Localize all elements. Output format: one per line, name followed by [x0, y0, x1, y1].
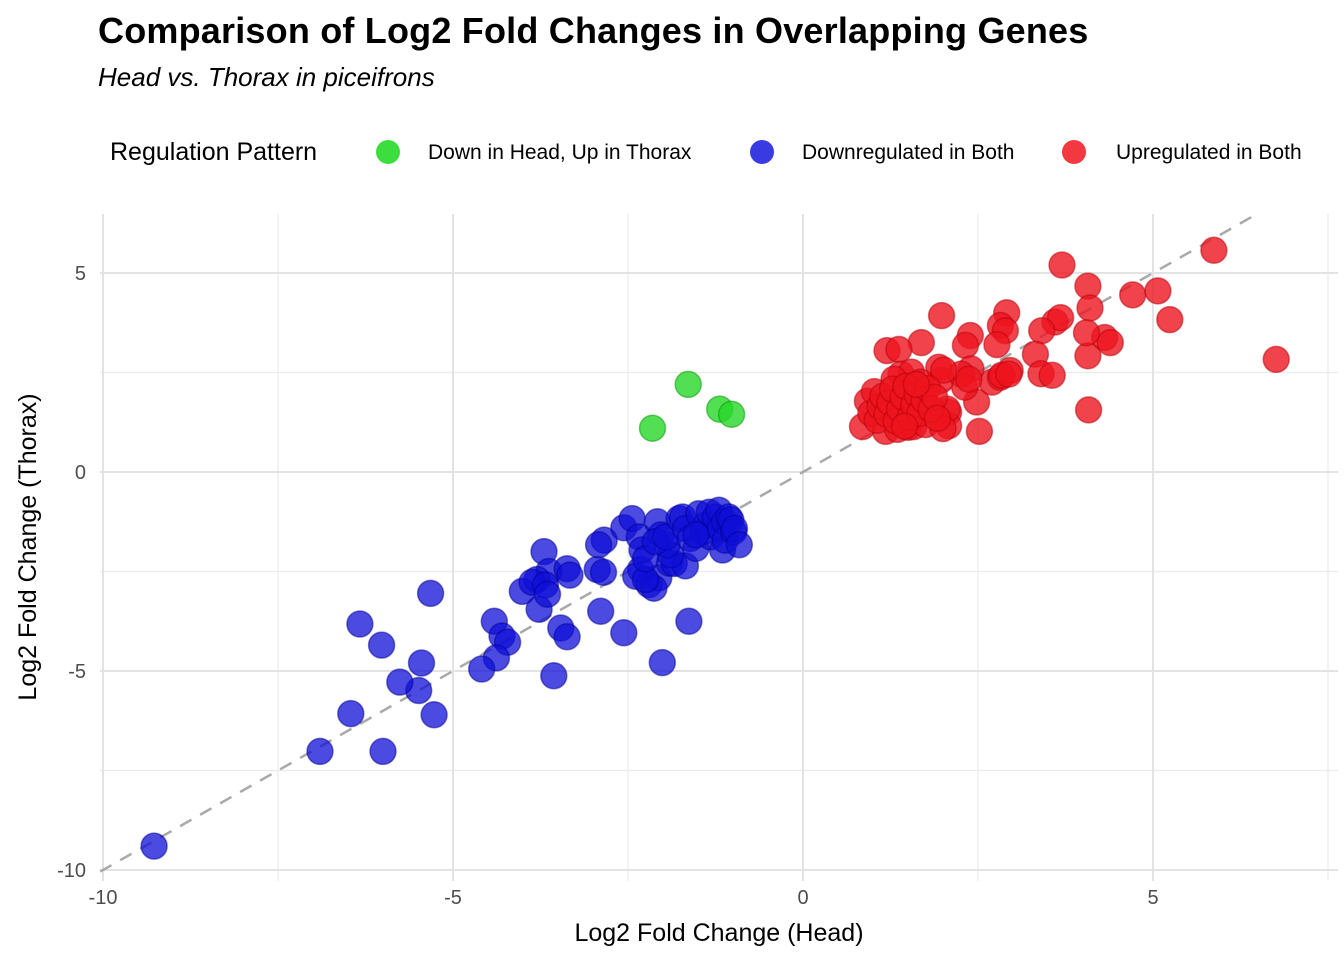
legend-title: Regulation Pattern — [110, 138, 318, 166]
data-point-series-2 — [1144, 277, 1172, 305]
data-point-series-1 — [682, 521, 710, 549]
data-point-series-0 — [717, 400, 746, 429]
legend-dot-blue — [750, 140, 774, 164]
data-point-series-1 — [306, 737, 334, 766]
data-point-series-2 — [923, 404, 952, 433]
y-tick-label: -10 — [57, 860, 86, 882]
y-tick-label: 0 — [75, 462, 86, 484]
data-point-series-1 — [337, 699, 365, 728]
data-point-series-1 — [675, 607, 703, 636]
data-point-series-1 — [648, 648, 677, 677]
data-point-series-2 — [1038, 361, 1066, 390]
data-point-series-1 — [369, 737, 397, 766]
y-tick-label: 5 — [75, 263, 86, 285]
data-point-series-1 — [346, 610, 374, 638]
data-point-series-2 — [927, 301, 956, 330]
data-point-series-2 — [929, 356, 958, 384]
data-point-series-1 — [553, 623, 581, 651]
data-point-series-2 — [1074, 396, 1103, 424]
data-point-series-1 — [407, 649, 436, 677]
legend-label-down-both: Downregulated in Both — [802, 141, 1015, 164]
y-tick-label: -5 — [68, 661, 86, 683]
legend: Regulation Pattern Down in Head, Up in T… — [0, 134, 1344, 174]
data-point-series-0 — [674, 370, 702, 399]
data-point-series-1 — [467, 655, 496, 683]
data-point-series-2 — [951, 331, 980, 360]
data-point-series-2 — [1076, 294, 1104, 322]
data-point-series-2 — [902, 370, 931, 399]
x-tick-label: 5 — [1147, 887, 1158, 909]
data-point-series-2 — [1072, 318, 1101, 347]
data-point-series-1 — [586, 597, 615, 626]
data-point-series-1 — [386, 668, 414, 696]
x-axis-title: Log2 Fold Change (Head) — [574, 919, 863, 947]
data-point-series-2 — [1046, 303, 1075, 332]
data-point-series-1 — [725, 531, 754, 559]
legend-label-down-up: Down in Head, Up in Thorax — [428, 141, 692, 164]
data-point-series-2 — [1200, 236, 1228, 265]
tick-labels: -10 -5 0 5 5 0 -5 -10 — [57, 263, 1158, 909]
data-point-series-1 — [540, 662, 568, 690]
legend-dot-red — [1062, 140, 1086, 164]
chart-title: Comparison of Log2 Fold Changes in Overl… — [98, 10, 1089, 51]
data-point-series-2 — [995, 360, 1023, 388]
y-axis-title: Log2 Fold Change (Thorax) — [14, 393, 42, 700]
data-point-series-2 — [1156, 305, 1184, 334]
x-tick-label: 0 — [797, 887, 808, 909]
data-points — [140, 236, 1290, 860]
data-point-series-2 — [1118, 281, 1147, 309]
x-tick-label: -5 — [444, 887, 462, 909]
data-point-series-1 — [140, 832, 168, 860]
data-point-series-1 — [556, 561, 584, 589]
chart-subtitle: Head vs. Thorax in piceifrons — [98, 62, 435, 92]
data-point-series-0 — [638, 414, 667, 442]
data-point-series-1 — [533, 580, 562, 608]
legend-label-up-both: Upregulated in Both — [1116, 141, 1302, 164]
data-point-series-1 — [584, 531, 613, 559]
data-point-series-2 — [983, 330, 1011, 359]
data-point-series-1 — [610, 619, 638, 647]
data-point-series-1 — [420, 701, 448, 729]
data-point-series-2 — [1048, 251, 1076, 279]
data-point-series-2 — [1027, 316, 1056, 345]
data-point-series-2 — [885, 335, 913, 364]
data-point-series-2 — [955, 365, 983, 394]
data-point-series-2 — [1262, 345, 1290, 374]
legend-dot-green — [376, 140, 400, 164]
data-point-series-2 — [965, 417, 994, 446]
x-tick-label: -10 — [89, 887, 118, 909]
data-point-series-2 — [890, 412, 919, 440]
data-point-series-1 — [367, 631, 396, 659]
data-point-series-1 — [589, 558, 618, 587]
data-point-series-1 — [416, 579, 445, 608]
data-point-series-2 — [1096, 328, 1125, 357]
major-gridlines — [100, 214, 1338, 881]
